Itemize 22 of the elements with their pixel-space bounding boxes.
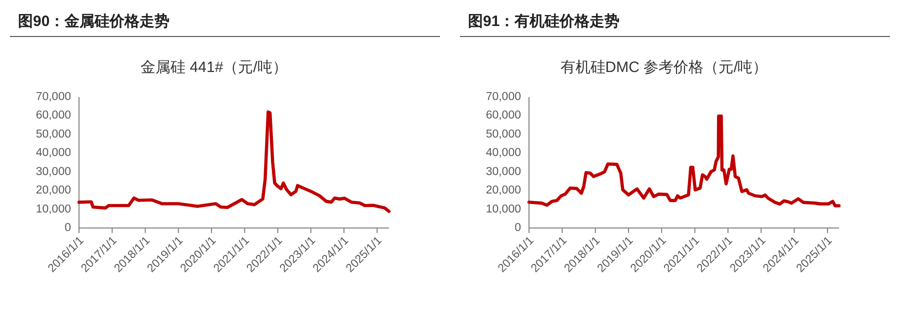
y-tick-label: 60,000 [486,110,521,122]
y-tick-label: 20,000 [486,184,521,197]
y-tick-label: 30,000 [486,166,521,178]
y-tick-label: 70,000 [36,91,71,103]
y-tick-label: 20,000 [36,184,71,197]
y-tick-label: 50,000 [486,128,521,140]
y-tick-label: 70,000 [486,91,521,103]
y-tick-label: 30,000 [36,166,71,178]
y-tick-label: 40,000 [486,147,521,160]
y-tick-label: 0 [514,222,521,234]
chart-title: 图91：有机硅价格走势 [460,12,890,37]
chart-subtitle: 有机硅DMC 参考价格（元/吨） [560,59,768,76]
y-tick-label: 50,000 [36,128,71,140]
y-tick-label: 40,000 [36,147,71,160]
chart-subtitle: 金属硅 441#（元/吨） [140,59,288,76]
y-tick-label: 10,000 [486,203,521,216]
chart-title: 图90：金属硅价格走势 [10,12,440,37]
y-tick-label: 60,000 [36,110,71,122]
line-series [77,110,391,213]
line-series [527,114,841,208]
y-tick-label: 0 [64,222,71,234]
y-tick-label: 10,000 [36,203,71,216]
